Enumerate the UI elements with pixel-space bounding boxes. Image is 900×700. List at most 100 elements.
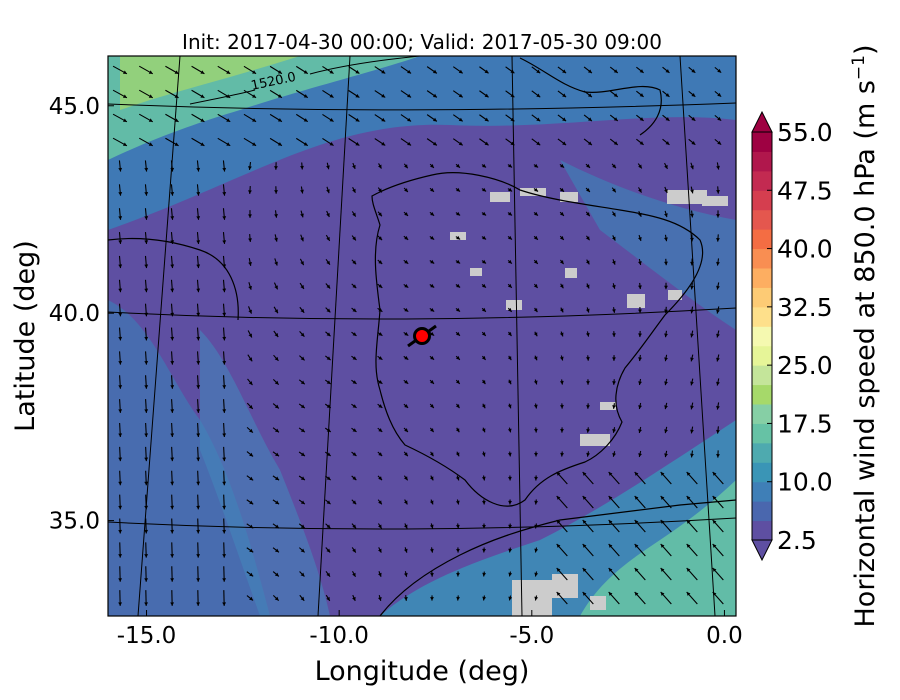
wind-vector: [222, 327, 227, 341]
wind-vector: [298, 499, 306, 505]
wind-vector: [196, 351, 201, 365]
wind-vector: [170, 231, 175, 245]
wind-vector: [144, 160, 149, 172]
wind-vector: [118, 160, 123, 172]
wind-vector: [325, 234, 331, 242]
wind-vector: [351, 355, 357, 361]
wind-vector: [664, 186, 668, 194]
wind-vector: [479, 66, 489, 74]
wind-region-north-peak: [120, 56, 300, 110]
wind-vector: [351, 547, 357, 553]
wind-vector: [714, 90, 722, 98]
wind-vector: [429, 403, 435, 409]
wind-vector: [638, 426, 642, 434]
wind-vector: [690, 378, 694, 386]
wind-vector: [716, 210, 720, 218]
colorbar-label: Horizontal wind speed at 850.0 hPa (m s−…: [849, 44, 881, 627]
wind-vector: [507, 259, 513, 265]
wind-vector: [298, 451, 306, 457]
wind-vector: [248, 282, 252, 290]
wind-vector: [560, 451, 564, 457]
wind-vector: [664, 426, 668, 434]
wind-vector: [660, 495, 672, 509]
wind-vector: [165, 137, 179, 147]
wind-vector: [165, 89, 179, 99]
wind-vector: [557, 90, 567, 98]
wind-vector: [507, 355, 512, 361]
wind-vector: [295, 113, 309, 123]
wind-vector: [585, 283, 590, 289]
wind-vector: [118, 542, 123, 558]
wind-vector: [222, 375, 227, 389]
wind-vector: [534, 499, 539, 505]
wind-vector: [688, 114, 696, 122]
wind-vector: [611, 163, 617, 169]
colorbar-tick-label: 10.0: [777, 468, 833, 497]
wind-vector: [608, 543, 620, 557]
wind-vector: [246, 451, 254, 457]
wind-vector: [299, 571, 305, 577]
wind-vector: [138, 89, 154, 99]
wind-vector: [638, 354, 642, 362]
colorbar-segment: [752, 384, 772, 405]
wind-vector: [217, 65, 231, 75]
wind-vector: [533, 331, 538, 337]
wind-vector: [247, 330, 253, 338]
wind-vector: [222, 422, 227, 438]
wind-vector: [118, 446, 123, 462]
wind-vector: [170, 327, 175, 341]
wind-vector: [170, 208, 175, 220]
wind-vector: [686, 519, 698, 533]
location-marker: [407, 324, 437, 348]
wind-vector: [585, 187, 591, 193]
wind-vector: [531, 138, 541, 146]
wind-vector: [248, 306, 252, 314]
wind-vector: [196, 208, 201, 220]
wind-vector: [690, 426, 694, 434]
wind-vector: [351, 211, 357, 217]
wind-vector: [429, 547, 434, 553]
wind-vector: [246, 571, 254, 577]
colorbar-label-close: ): [850, 44, 881, 55]
wind-vector: [556, 519, 568, 533]
wind-vector: [479, 114, 489, 122]
colorbar-tick-label: 25.0: [777, 351, 833, 380]
wind-vector: [298, 403, 306, 409]
wind-vector: [170, 590, 175, 606]
wind-vector: [429, 331, 435, 337]
wind-vector: [351, 451, 357, 457]
wind-vector: [348, 90, 360, 98]
wind-vector: [196, 279, 201, 293]
wind-vector: [144, 375, 149, 389]
wind-vector: [403, 331, 409, 337]
wind-vector: [429, 523, 434, 529]
colorbar-segment: [752, 268, 772, 288]
wind-vector: [507, 187, 513, 192]
colorbar-tick-label: 40.0: [777, 235, 833, 264]
colorbar-segment: [752, 423, 772, 444]
wind-vector: [118, 303, 123, 317]
wind-vector: [352, 162, 356, 170]
wind-vector: [326, 186, 330, 194]
wind-vector: [455, 475, 460, 481]
wind-vector: [712, 591, 724, 605]
wind-vector: [404, 595, 408, 601]
colorbar-tick-label: 32.5: [777, 293, 833, 322]
wind-vector: [170, 542, 175, 558]
wind-vector: [325, 307, 331, 313]
wind-vector: [403, 403, 409, 409]
wind-vector: [170, 446, 175, 462]
wind-vector: [403, 211, 409, 217]
wind-vector: [377, 283, 383, 289]
wind-vector: [377, 427, 383, 433]
wind-vector: [118, 494, 123, 510]
wind-vector: [690, 306, 694, 314]
wind-vector: [481, 427, 486, 433]
wind-vector: [690, 186, 694, 194]
wind-vector: [222, 231, 227, 245]
wind-vector: [612, 379, 616, 385]
wind-vector: [269, 137, 283, 147]
wind-vector: [222, 303, 227, 317]
wind-vector: [482, 499, 486, 505]
